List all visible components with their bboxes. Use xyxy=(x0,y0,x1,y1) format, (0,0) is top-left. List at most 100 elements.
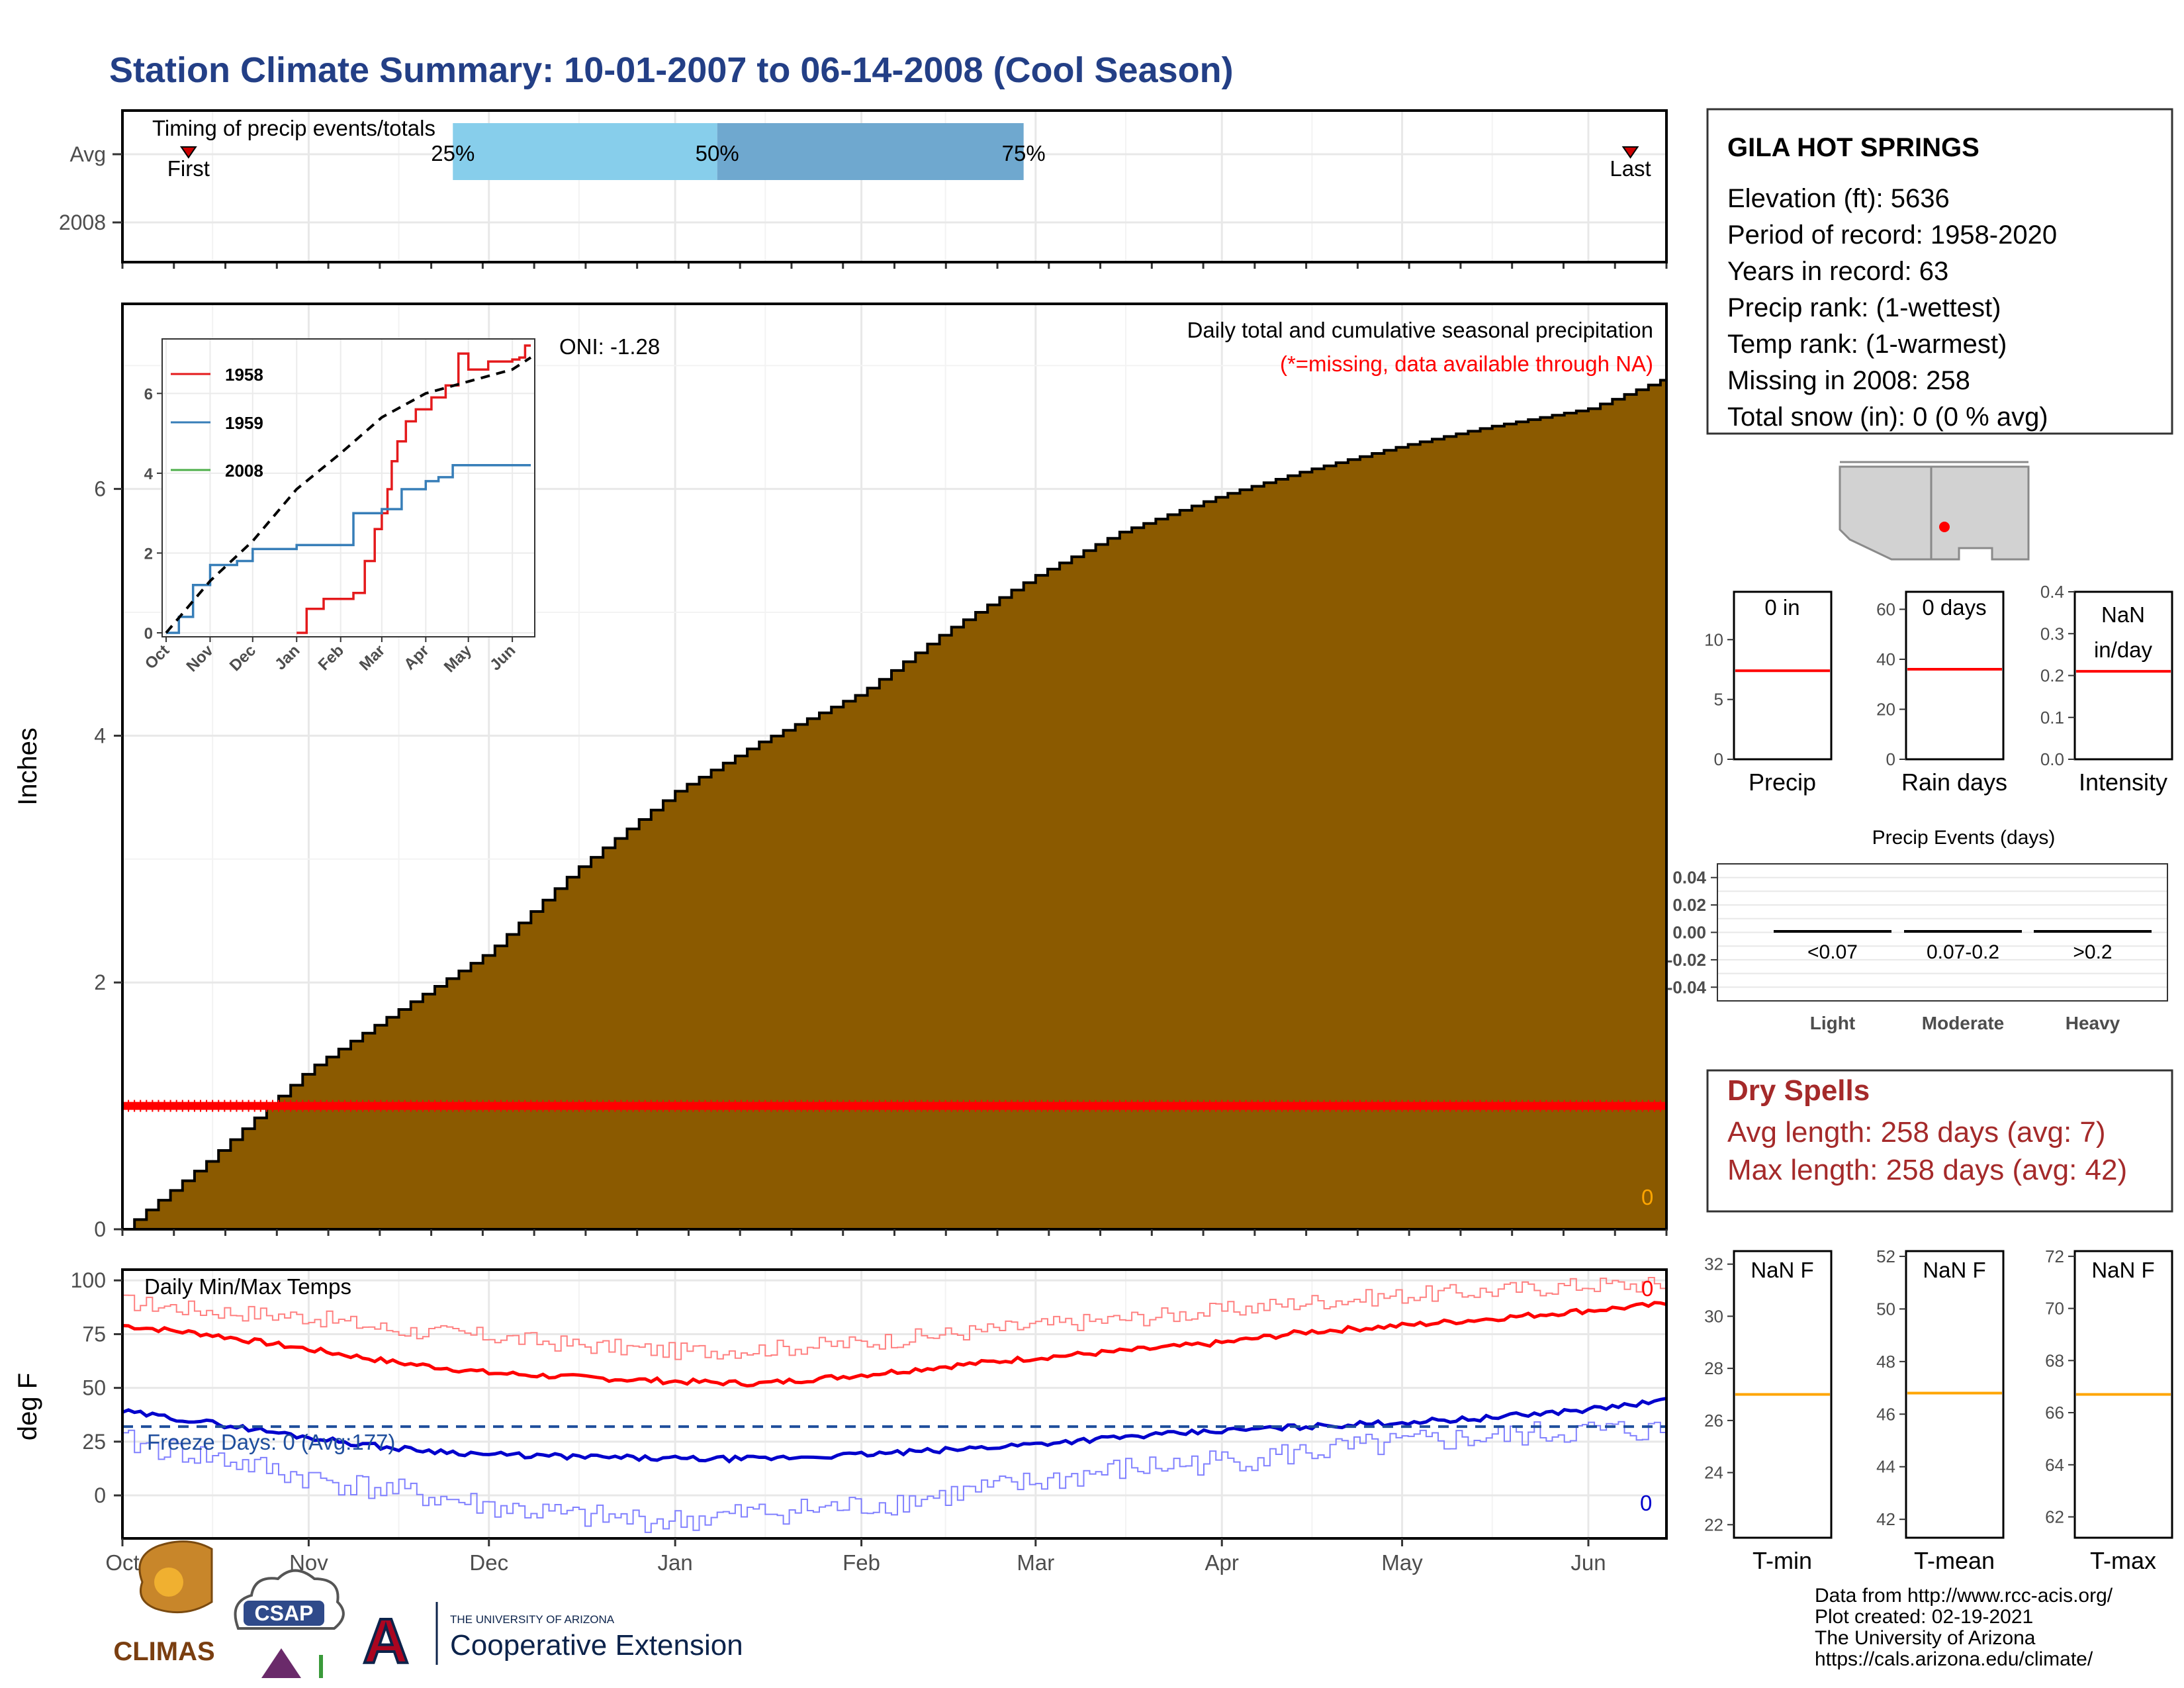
gauge-rain-days-box xyxy=(1905,590,2005,761)
temp-grid xyxy=(121,1270,1666,1538)
ua-small-text: THE UNIVERSITY OF ARIZONA xyxy=(450,1613,615,1626)
timing-quartile-bar-2 xyxy=(717,123,1024,180)
gauge-tmin-value: NaN F xyxy=(1751,1258,1813,1282)
temp-gauge-tick-label: 62 xyxy=(2045,1507,2064,1527)
climas-sun-icon xyxy=(154,1568,183,1597)
csap-banner xyxy=(244,1601,324,1626)
events-y-tick-label: 0.00 xyxy=(1672,923,1706,943)
map-new-mexico xyxy=(1930,465,2030,561)
page-title: Station Climate Summary: 10-01-2007 to 0… xyxy=(109,50,1234,90)
gauge-intensity-box xyxy=(2073,590,2173,761)
temp-y-label: deg F xyxy=(13,1373,42,1440)
temp-gauge-tick-label: 66 xyxy=(2045,1403,2064,1423)
record-low-line xyxy=(122,1421,1667,1533)
missing-note: (*=missing, data available through NA) xyxy=(1280,352,1653,376)
events-y-tick-label: -0.02 xyxy=(1667,950,1706,970)
precip-y-tick-label: 0 xyxy=(94,1217,106,1241)
footer-credits: Data from http://www.rcc-acis.org/ Plot … xyxy=(1815,1585,2113,1670)
temp-gauge-tick-label: 48 xyxy=(1876,1352,1895,1372)
temp-frame xyxy=(121,1268,1668,1540)
timing-frame xyxy=(121,109,1668,263)
dry-spells: Dry Spells Avg length: 258 days (avg: 7)… xyxy=(1706,1069,2173,1213)
gauge-intensity-unit: in/day xyxy=(2094,637,2153,662)
gauge-precip: 0 in Precip xyxy=(1733,590,1833,796)
gauge-precip-label: Precip xyxy=(1749,769,1816,796)
footer-line-3: The University of Arizona xyxy=(1815,1627,2036,1649)
precip-y-axis: 0 2 4 6 xyxy=(94,477,1668,1241)
station-years: Years in record: 63 xyxy=(1727,257,1948,286)
temp-gauge-tick-label: 46 xyxy=(1876,1404,1895,1424)
temp-gauge-tick-label: 26 xyxy=(1704,1411,1723,1430)
precip-panel: 0 2 4 6 Inches Daily total and cumulative s… xyxy=(13,303,1668,1241)
gauge-tick-label: 20 xyxy=(1876,699,1895,719)
legend-label-1959: 1959 xyxy=(225,413,263,433)
last-marker-icon xyxy=(1621,146,1639,159)
events-title: Precip Events (days) xyxy=(1872,827,2056,849)
precip-y-tick-label: 2 xyxy=(94,970,106,994)
inset-line-average xyxy=(165,356,532,634)
pct-25-label: 25% xyxy=(431,141,475,165)
gauge-tick-label: 40 xyxy=(1876,649,1895,669)
inset-y-tick-label: 0 xyxy=(144,625,153,643)
timing-label: Timing of precip events/totals xyxy=(152,116,435,140)
cumulative-precip-area xyxy=(122,379,1668,1231)
footer-line-1: Data from http://www.rcc-acis.org/ xyxy=(1815,1585,2113,1607)
temp-lines xyxy=(122,1277,1667,1533)
temp-y-tick-label: 0 xyxy=(94,1483,106,1507)
gauge-tick-label: 5 xyxy=(1714,690,1723,710)
dry-spells-max: Max length: 258 days (avg: 42) xyxy=(1727,1154,2127,1186)
gauge-intensity-value: NaN xyxy=(2101,602,2145,627)
ua-logo: A THE UNIVERSITY OF ARIZONA Cooperative … xyxy=(361,1602,743,1678)
gauge-tick-label: 0 xyxy=(1714,749,1723,769)
gauge-tmean: NaN F T-mean xyxy=(1905,1250,2005,1574)
temp-gauge-tick-label: 28 xyxy=(1704,1358,1723,1378)
dry-spells-avg: Avg length: 258 days (avg: 7) xyxy=(1727,1116,2106,1149)
month-tick-label: Jan xyxy=(658,1550,693,1575)
month-tick-label: May xyxy=(1381,1550,1423,1575)
temp-gauge-tick-label: 24 xyxy=(1704,1463,1723,1483)
precip-y-label: Inches xyxy=(13,727,42,806)
csap-logo: CSAP xyxy=(234,1569,345,1678)
station-period: Period of record: 1958-2020 xyxy=(1727,220,2057,250)
inset-x-tick-label: Feb xyxy=(315,641,347,674)
avg-min-line xyxy=(122,1397,1667,1464)
station-info: GILA HOT SPRINGS Elevation (ft): 5636 Pe… xyxy=(1706,108,2173,435)
temp-gauge-tick-label: 42 xyxy=(1876,1509,1895,1529)
events-y-axis: 0.04 0.02 0.00 -0.02 -0.04 xyxy=(1667,868,1717,997)
inset-x-tick-label: Jun xyxy=(486,641,519,674)
inset-x-tick-label: Dec xyxy=(226,641,259,675)
inset-background xyxy=(162,339,535,637)
temp-y-tick-label: 25 xyxy=(82,1430,106,1454)
min-count-label: 0 xyxy=(1640,1491,1652,1515)
gauge-tick-label: 10 xyxy=(1704,630,1723,649)
gauge-tick-label: 0.3 xyxy=(2040,624,2064,643)
temp-gauges: NaN F T-min NaN F T-mean NaN F T-max 22 2… xyxy=(1704,1246,2173,1574)
events-range-light: <0.07 xyxy=(1807,941,1858,963)
gauge-tick-label: 0.1 xyxy=(2040,708,2064,727)
gauge-tmax: NaN F T-max xyxy=(2073,1250,2173,1574)
climas-text: CLIMAS xyxy=(113,1637,214,1666)
gauge-rain-days-value: 0 days xyxy=(1922,595,1986,620)
gauge-intensity-label: Intensity xyxy=(2079,769,2167,796)
locator-map xyxy=(1839,461,2030,563)
precip-gauges: 0 in Precip 0 days Rain days NaN in/day … xyxy=(1704,582,2173,796)
missing-data-marks xyxy=(122,1100,1667,1112)
gauge-tick-label: 60 xyxy=(1876,599,1895,619)
csap-text: CSAP xyxy=(255,1601,314,1625)
oni-label: ONI: -1.28 xyxy=(559,334,660,359)
events-y-tick-label: 0.04 xyxy=(1672,868,1706,888)
events-range-heavy: >0.2 xyxy=(2073,941,2112,963)
inset-x-tick-label: Oct xyxy=(142,641,173,673)
gauge-tmin-label: T-min xyxy=(1752,1547,1812,1574)
dry-spells-frame xyxy=(1706,1069,2173,1213)
inset-line-1959 xyxy=(166,464,531,634)
gauge-tmin: NaN F T-min xyxy=(1733,1250,1833,1574)
pct-75-label: 75% xyxy=(1002,141,1046,165)
events-cat-moderate: Moderate xyxy=(1922,1013,2004,1033)
temp-label: Daily Min/Max Temps xyxy=(144,1274,351,1299)
max-count-label: 0 xyxy=(1641,1276,1653,1301)
csap-mountain-icon xyxy=(261,1648,301,1678)
footer-line-4: https://cals.arizona.edu/climate/ xyxy=(1815,1648,2093,1670)
inset-frame xyxy=(161,338,535,637)
footer-line-2: Plot created: 02-19-2021 xyxy=(1815,1606,2033,1628)
